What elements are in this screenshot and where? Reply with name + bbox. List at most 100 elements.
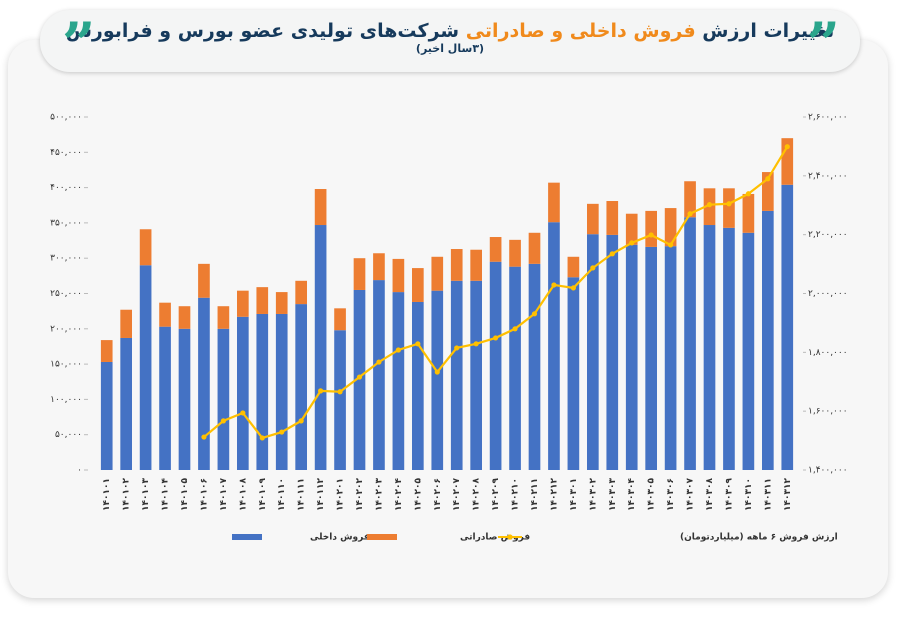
bar-segment [742, 193, 755, 233]
line-point [493, 335, 499, 341]
bar-segment [334, 308, 346, 331]
y-tick-label: ۱۵۰,۰۰۰ [50, 360, 82, 370]
line-point [531, 311, 538, 317]
bar-segment [392, 292, 405, 470]
bar-segment [217, 306, 230, 329]
line-point [337, 389, 343, 395]
line-point [454, 345, 460, 351]
bar-segment [314, 189, 327, 226]
bar-segment [567, 256, 580, 278]
bar-segment [412, 268, 424, 302]
bar-segment [664, 246, 677, 470]
bar-segment [159, 302, 171, 327]
line-point [395, 347, 401, 353]
bar-segment [606, 234, 619, 470]
line-point [570, 285, 576, 291]
bar-segment [528, 232, 541, 264]
x-tick-label: ۱۴۰۳۱۱ [763, 478, 773, 511]
x-tick-label: ۱۴۰۱۱۱ [297, 478, 307, 511]
bar-segment [684, 181, 696, 218]
bar-segment [548, 182, 560, 223]
bar-segment [762, 172, 774, 211]
bar-segment [723, 227, 735, 470]
bar-segment [762, 210, 774, 470]
bar-segment [198, 263, 210, 298]
line-point [201, 434, 207, 440]
bar-segment [781, 138, 794, 185]
line-point [629, 240, 635, 246]
bar-segment [373, 280, 385, 470]
bar-segment [237, 290, 249, 317]
line-point [259, 435, 265, 441]
bar-segment [178, 328, 191, 470]
y-tick-label: ۴۰۰,۰۰۰ [50, 183, 82, 193]
x-tick-label: ۱۴۰۲۰۹ [491, 478, 501, 511]
bar-segment [781, 184, 794, 470]
x-tick-label: ۱۴۰۲۱۲ [549, 478, 559, 511]
line-point [279, 429, 285, 435]
x-tick-label: ۱۴۰۳۰۸ [705, 478, 715, 511]
bar-segment [100, 361, 113, 470]
line-point [784, 144, 790, 150]
bar-segment [489, 261, 502, 470]
bar-segment [295, 280, 307, 305]
bar-segment [256, 313, 269, 470]
x-tick-label: ۱۴۰۳۰۴ [627, 478, 637, 511]
line-point [706, 202, 713, 208]
x-tick-label: ۱۴۰۲۰۴ [394, 478, 404, 511]
bar-segment [237, 316, 249, 470]
x-tick-label: ۱۴۰۲۰۱ [336, 478, 346, 511]
title-part: فروش داخلی و صادراتی [465, 20, 696, 42]
y-tick-label: ۱۰۰,۰۰۰ [50, 395, 82, 405]
chart-card [8, 40, 888, 598]
x-tick-label: ۱۴۰۱۰۲ [122, 478, 132, 511]
bar-segment [431, 256, 444, 291]
y2-tick-label: ۱,۶۰۰,۰۰۰ [808, 407, 848, 417]
bar-segment [489, 237, 502, 262]
x-tick-label: ۱۴۰۱۰۶ [199, 478, 209, 511]
x-tick-label: ۱۴۰۳۰۱ [569, 478, 579, 511]
line-point [376, 359, 382, 365]
bar-segment [431, 290, 444, 470]
bar-segment [100, 340, 113, 362]
y2-tick-label: ۲,۲۰۰,۰۰۰ [808, 230, 848, 240]
bar-segment [450, 280, 463, 470]
legend-label: فروش داخلی [310, 533, 370, 543]
bar-segment [178, 306, 191, 329]
x-tick-label: ۱۴۰۲۰۲ [355, 478, 365, 511]
y2-tick-label: ۱,۸۰۰,۰۰۰ [808, 348, 848, 358]
x-tick-label: ۱۴۰۲۰۵ [413, 478, 423, 511]
bar-segment [275, 313, 288, 470]
x-tick-label: ۱۴۰۳۰۶ [666, 478, 676, 511]
line-point [356, 374, 363, 380]
bar-segment [509, 266, 521, 470]
chart-title: تغییرات ارزش فروش داخلی و صادراتی شرکت‌ه… [40, 20, 860, 42]
y-tick-label: ۲۰۰,۰۰۰ [50, 324, 82, 334]
x-tick-label: ۱۴۰۲۱۱ [530, 478, 540, 511]
x-tick-label: ۱۴۰۳۰۵ [647, 478, 657, 511]
bar-segment [645, 210, 657, 247]
x-tick-label: ۱۴۰۲۰۶ [433, 478, 443, 511]
x-tick-label: ۱۴۰۱۰۸ [238, 478, 248, 511]
bar-segment [587, 203, 599, 235]
bar-segment [606, 201, 619, 235]
x-tick-label: ۱۴۰۳۱۰ [744, 478, 754, 511]
bar-segment [353, 289, 366, 470]
bar-segment [314, 225, 327, 470]
x-tick-label: ۱۴۰۲۱۰ [511, 478, 521, 511]
bar-segment [450, 249, 463, 281]
bar-segment [120, 337, 132, 470]
chart-subtitle: (۳سال اخیر) [415, 42, 485, 55]
quote-icon: ” [806, 10, 840, 78]
x-tick-label: ۱۴۰۱۱۰ [277, 478, 287, 511]
bar-segment [412, 301, 424, 470]
x-tick-label: ۱۴۰۱۰۵ [180, 478, 190, 511]
y2-tick-label: ۲,۴۰۰,۰۰۰ [808, 171, 848, 181]
bar-segment [334, 330, 346, 470]
bar-segment [139, 229, 152, 266]
x-tick-label: ۱۴۰۳۱۲ [783, 478, 793, 511]
line-point [298, 418, 304, 424]
y-tick-label: ۵۰۰,۰۰۰ [50, 113, 82, 123]
y2-tick-label: ۲,۶۰۰,۰۰۰ [808, 113, 848, 123]
